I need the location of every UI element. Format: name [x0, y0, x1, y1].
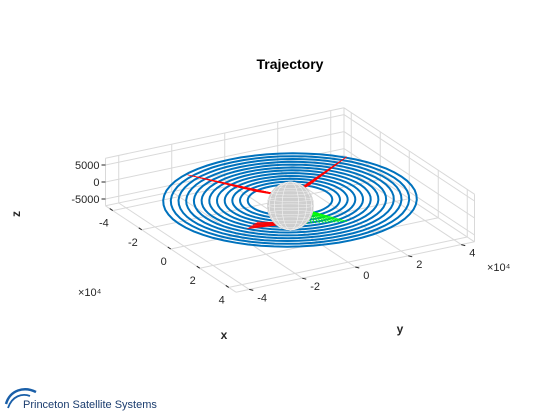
y-axis-exponent: ×10⁴ [487, 262, 511, 274]
chart-title: Trajectory [257, 56, 324, 72]
central-body [267, 181, 314, 231]
y-axis-label: y [397, 322, 404, 336]
planet-meridian [281, 181, 300, 231]
y-tick-label: -2 [310, 281, 320, 293]
planet-parallel [277, 223, 303, 228]
x-tick-mark [109, 208, 114, 212]
orbit-ring [169, 155, 411, 245]
x-axis-label: x [221, 328, 228, 342]
wall-grid-z [105, 114, 345, 166]
company-logo-icon [4, 388, 37, 409]
x-tick-mark [225, 284, 230, 288]
orbit-ring [185, 160, 395, 240]
orbit-ring [246, 183, 334, 217]
y-tick-label: 0 [363, 270, 369, 282]
green-arc [308, 210, 340, 223]
tick-labels: -4 -2 0 2 4 -4 -2 0 2 4 5000 0 -5000 [71, 160, 475, 306]
wall-grid-z [343, 114, 475, 202]
x-tick-label: 0 [161, 256, 167, 268]
orbit-spiral [162, 152, 418, 248]
x-tick-mark [167, 246, 172, 250]
z-tick-label: 0 [93, 177, 99, 189]
orbit-ring [162, 152, 418, 248]
floor-grid-y [171, 191, 303, 279]
orbit-ring [223, 174, 357, 226]
x-tick-mark [138, 227, 143, 231]
orbit-ring [231, 177, 349, 223]
x-axis-exponent: ×10⁴ [78, 287, 102, 299]
y-tick-label: 2 [416, 259, 422, 271]
y-tick-mark [249, 288, 254, 291]
planet-parallel [268, 210, 313, 215]
y-tick-mark [355, 266, 360, 269]
z-tick-label: -5000 [71, 194, 99, 206]
planet-parallel [271, 216, 310, 222]
floor-grid-y [118, 202, 250, 290]
x-tick-label: -2 [128, 237, 138, 249]
planet-parallel [271, 190, 310, 196]
planet-parallel [267, 203, 314, 209]
company-name: Princeton Satellite Systems [23, 399, 157, 411]
x-tick-label: 2 [190, 275, 196, 287]
y-tick-mark [302, 277, 307, 280]
orbit-ring [177, 157, 403, 243]
y-tick-mark [408, 255, 413, 258]
green-arc [308, 210, 336, 223]
z-axis-label: z [9, 211, 23, 217]
orbit-ring [192, 163, 388, 237]
wall-grid-z [105, 131, 345, 183]
y-tick-mark [461, 244, 466, 247]
wall-grid-z [343, 131, 475, 219]
orbit-ring [215, 172, 365, 228]
green-arc [309, 210, 348, 222]
x-tick-label: -4 [99, 218, 109, 230]
orbit-ring [238, 180, 342, 220]
x-tick-label: 4 [219, 294, 225, 306]
x-tick-mark [196, 265, 201, 269]
z-tick-label: 5000 [75, 160, 99, 172]
wall-grid-z [343, 148, 475, 236]
y-tick-label: 4 [469, 248, 475, 260]
orbit-ring [200, 166, 380, 234]
y-tick-label: -4 [257, 292, 267, 304]
orbit-ring [208, 169, 372, 231]
green-arc [309, 210, 344, 223]
